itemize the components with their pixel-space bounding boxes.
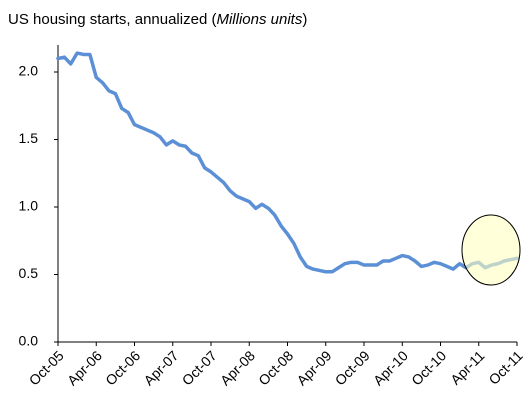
y-tick-label: 1.5 [19,130,39,146]
title-text: US housing starts, annualized ( [8,11,216,28]
highlight-circle [461,214,521,286]
title-close: ) [302,11,307,28]
title-unit: Millions units [216,11,302,28]
y-tick-label: 1.0 [19,198,39,214]
y-tick-label: 2.0 [19,63,39,79]
y-tick-label: 0.0 [19,333,39,349]
chart-title: US housing starts, annualized (Millions … [8,11,307,28]
y-tick-label: 0.5 [19,265,39,281]
data-line [56,51,519,274]
